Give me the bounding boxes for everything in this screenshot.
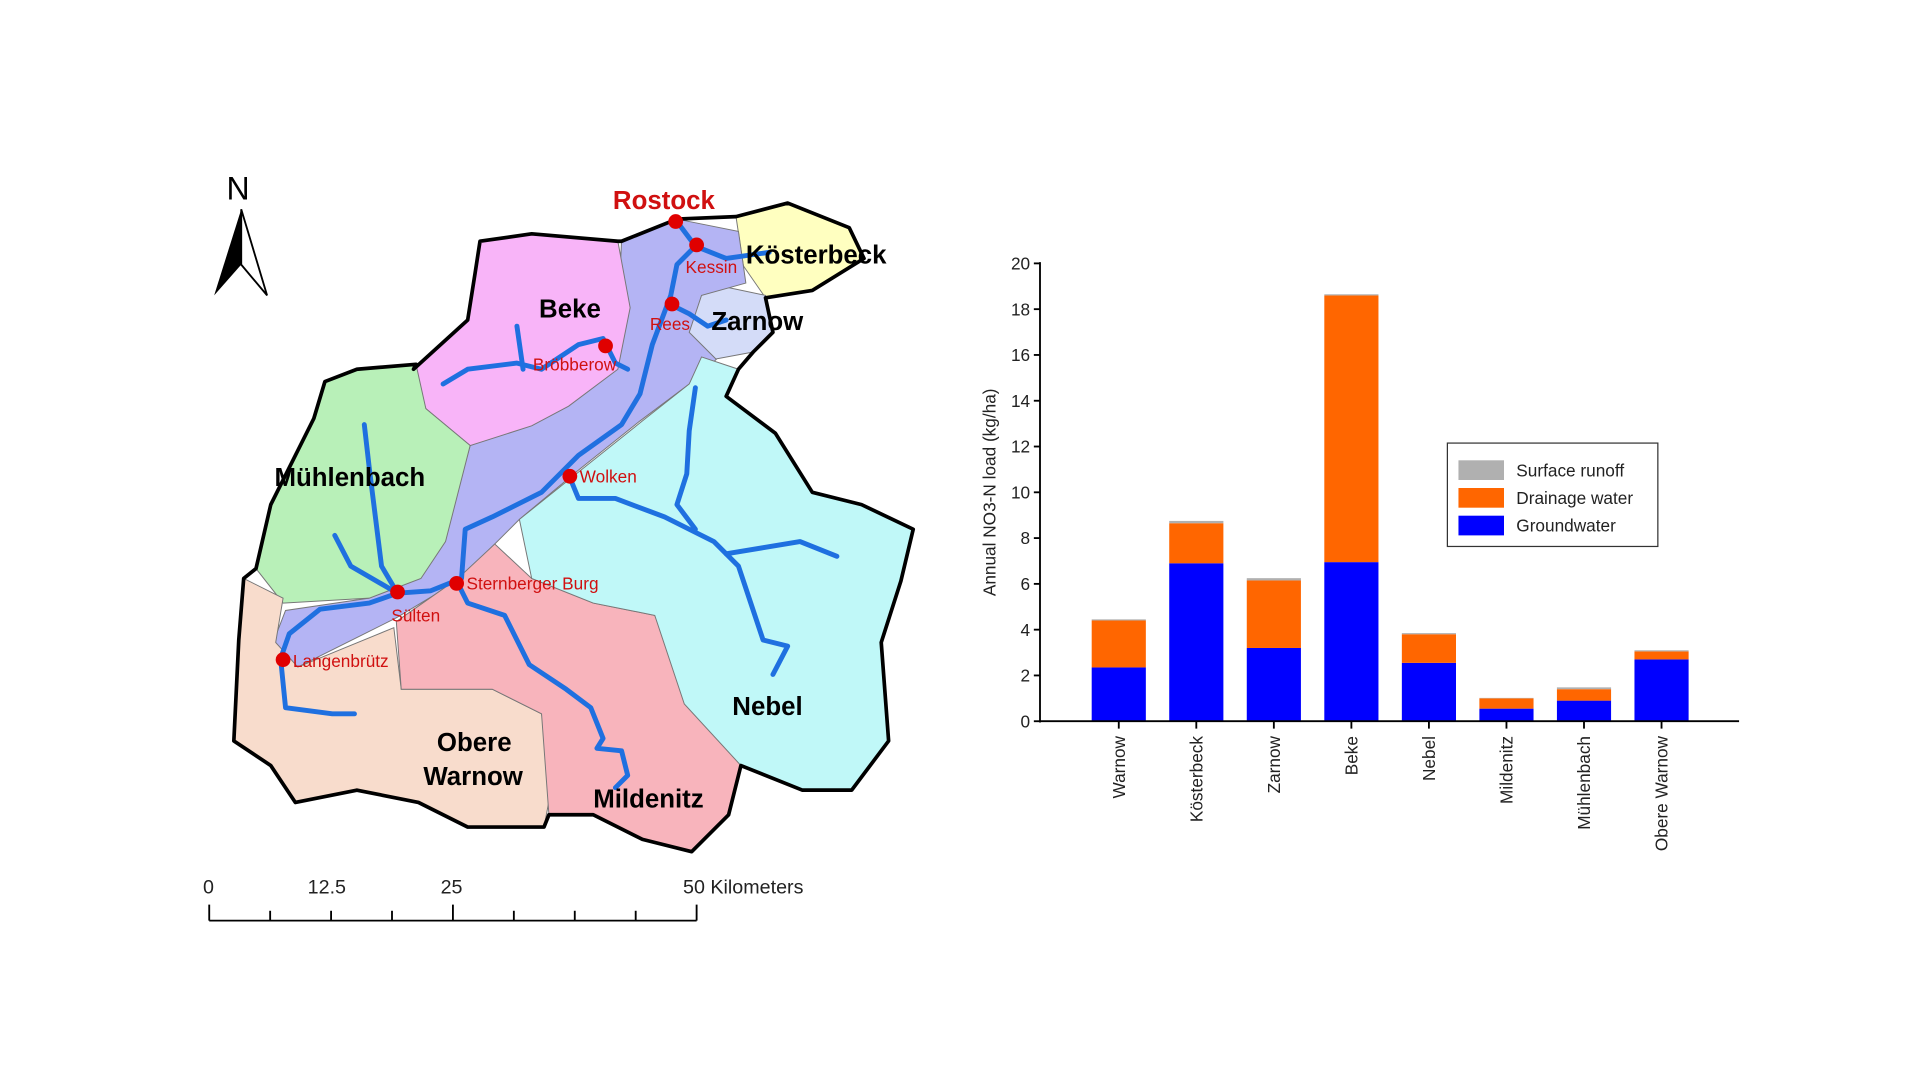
city-label-rees: Rees	[650, 314, 690, 334]
region-label-warnow: Warnow	[423, 763, 523, 791]
city-marker-wolken	[562, 468, 578, 484]
x-tick-label: Mildenitz	[1497, 736, 1517, 804]
bar-surface-runoff	[1401, 633, 1456, 635]
city-label-buetzow: Sülten	[391, 606, 440, 626]
bar-drainage-water	[1169, 523, 1224, 564]
catchment-outline	[232, 201, 916, 854]
bar-drainage-water	[1479, 698, 1534, 709]
y-tick-label: 12	[1011, 437, 1030, 457]
river-muehlenbach-trib	[332, 532, 400, 596]
region-label-zarnow: Zarnow	[711, 308, 804, 336]
bar-drainage-water	[1634, 651, 1689, 660]
bar-surface-runoff	[1634, 650, 1689, 652]
bar-surface-runoff	[1169, 520, 1224, 524]
city-marker-langenbruetz	[275, 652, 291, 668]
river-mildenitz	[455, 580, 631, 791]
bar-drainage-water	[1324, 295, 1379, 563]
y-tick-label: 14	[1011, 391, 1031, 411]
scale-label: 25	[441, 877, 463, 899]
river-nebel-trib2	[723, 539, 840, 559]
x-tick-label: Beke	[1342, 736, 1362, 775]
city-label-langenbruetz: Langenbrütz	[293, 651, 389, 671]
y-tick-label: 20	[1011, 254, 1030, 274]
scale-label: 0	[203, 877, 214, 899]
legend-label: Surface runoff	[1516, 460, 1624, 480]
y-axis-label: Annual NO3-N load (kg/ha)	[980, 388, 1000, 596]
bar-groundwater	[1169, 563, 1224, 722]
bar-drainage-water	[1246, 580, 1301, 648]
river-beke	[440, 336, 631, 387]
bar-drainage-water	[1091, 620, 1146, 668]
bar-groundwater	[1634, 659, 1689, 722]
city-label-sternberger-burg: Sternberger Burg	[466, 574, 598, 594]
y-tick-label: 0	[1021, 711, 1031, 731]
x-tick-label: Nebel	[1419, 736, 1439, 781]
bar-surface-runoff	[1324, 294, 1379, 296]
north-arrow-icon	[214, 208, 268, 296]
legend-label: Drainage water	[1516, 488, 1633, 508]
region-label-beke: Beke	[539, 296, 601, 324]
bar-groundwater	[1479, 708, 1534, 722]
y-tick-label: 16	[1011, 345, 1030, 365]
x-tick-label: Obere Warnow	[1652, 735, 1672, 851]
scale-bar	[208, 904, 698, 922]
bar-groundwater	[1091, 667, 1146, 722]
scale-label: 12.5	[308, 877, 346, 899]
city-marker-rees	[664, 296, 680, 312]
bar-groundwater	[1246, 647, 1301, 722]
legend-swatch	[1458, 460, 1504, 480]
bar-groundwater	[1401, 662, 1456, 722]
city-label-wolken: Wolken	[580, 466, 637, 486]
rivers	[278, 219, 840, 791]
x-tick-label: Kösterbeck	[1186, 736, 1206, 823]
y-tick-label: 18	[1011, 299, 1030, 319]
city-marker-buetzow	[390, 584, 405, 600]
city-marker-bruebberow	[598, 338, 613, 354]
legend-swatch	[1458, 515, 1504, 536]
region-label-mildenitz: Mildenitz	[593, 785, 703, 813]
river-nebel-trib1	[674, 385, 698, 532]
bar-surface-runoff	[1246, 578, 1301, 581]
catchment-map: Rostock Kessin Rees Bröbberow Wolken Ste…	[203, 170, 916, 922]
x-tick-label: Mühlenbach	[1574, 736, 1594, 830]
scale-label: 50 Kilometers	[683, 877, 804, 899]
y-tick-label: 6	[1021, 574, 1031, 594]
city-marker-rostock	[668, 214, 684, 229]
bar-groundwater	[1556, 700, 1612, 722]
region-label-obere: Obere	[437, 729, 512, 757]
north-label: N	[226, 170, 249, 206]
bar-drainage-water	[1556, 689, 1612, 701]
y-tick-label: 4	[1021, 620, 1031, 640]
x-tick-label: Warnow	[1109, 735, 1129, 798]
x-tick-label: Zarnow	[1264, 735, 1284, 793]
y-tick-label: 10	[1011, 482, 1030, 502]
river-beke-trib	[514, 323, 526, 372]
river-koesterbeck	[692, 243, 772, 261]
cities: Rostock Kessin Rees Bröbberow Wolken Ste…	[275, 187, 738, 671]
legend-label: Groundwater	[1516, 516, 1616, 536]
bar-groundwater	[1324, 562, 1379, 722]
y-tick-label: 2	[1021, 666, 1031, 686]
river-muehlenbach	[361, 422, 400, 596]
region-label-muehlenbach: Mühlenbach	[274, 464, 425, 492]
y-tick-label: 8	[1021, 528, 1031, 548]
region-label-koesterbeck: Kösterbeck	[746, 241, 887, 269]
river-zarnow	[669, 302, 729, 329]
region-label-nebel: Nebel	[732, 693, 802, 721]
city-label-rostock: Rostock	[613, 187, 716, 215]
city-label-kessin: Kessin	[686, 257, 738, 277]
bar-surface-runoff	[1556, 687, 1612, 690]
city-marker-kessin	[689, 237, 704, 253]
bar-surface-runoff	[1091, 619, 1146, 621]
city-marker-sternberger-burg	[449, 576, 464, 591]
nitrate-load-chart: 0 2 4 6 8 10 12 14 16 18 20 Warnow Kösterbeck Zarnow…	[980, 254, 1740, 851]
legend: Surface runoff Drainage water Groundwater	[1446, 442, 1659, 548]
bar-drainage-water	[1401, 634, 1456, 663]
river-warnow	[278, 219, 698, 717]
legend-swatch	[1458, 488, 1504, 508]
city-label-bruebberow: Bröbberow	[533, 354, 617, 374]
